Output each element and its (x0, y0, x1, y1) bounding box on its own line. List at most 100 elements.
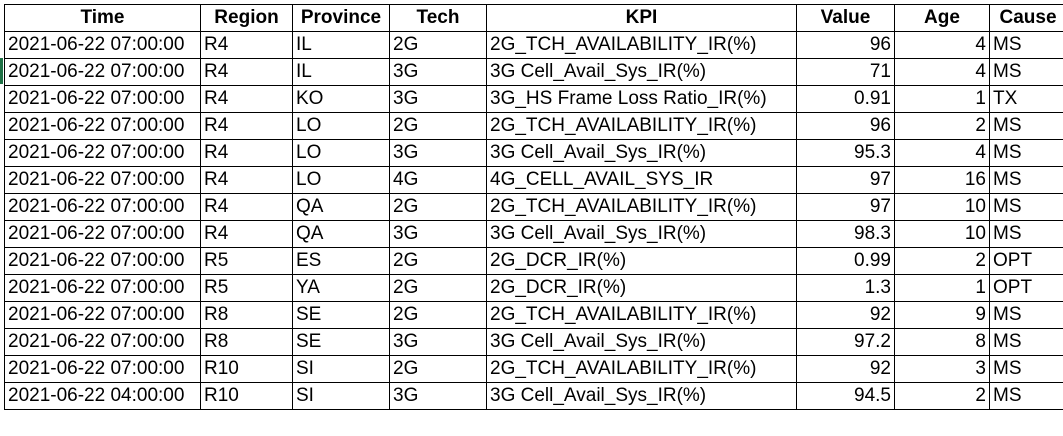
cell-province[interactable]: KO (292, 85, 390, 113)
cell-tech[interactable]: 3G (389, 220, 487, 248)
cell-kpi[interactable]: 3G Cell_Avail_Sys_IR(%) (486, 139, 797, 167)
cell-province[interactable]: SI (292, 355, 390, 383)
cell-age[interactable]: 9 (894, 301, 990, 329)
cell-cause[interactable]: MS (989, 166, 1063, 194)
header-cause[interactable]: Cause (989, 4, 1063, 32)
cell-kpi[interactable]: 2G_TCH_AVAILABILITY_IR(%) (486, 193, 797, 221)
cell-time[interactable]: 2021-06-22 07:00:00 (4, 166, 201, 194)
cell-time[interactable]: 2021-06-22 07:00:00 (4, 274, 201, 302)
cell-value[interactable]: 92 (796, 301, 895, 329)
cell-tech[interactable]: 2G (389, 301, 487, 329)
header-value[interactable]: Value (796, 4, 895, 32)
cell-province[interactable]: SE (292, 301, 390, 329)
header-province[interactable]: Province (292, 4, 390, 32)
cell-value[interactable]: 96 (796, 112, 895, 140)
cell-kpi[interactable]: 3G Cell_Avail_Sys_IR(%) (486, 220, 797, 248)
cell-region[interactable]: R8 (200, 301, 293, 329)
cell-province[interactable]: IL (292, 58, 390, 86)
cell-province[interactable]: IL (292, 31, 390, 59)
cell-cause[interactable]: MS (989, 220, 1063, 248)
cell-time[interactable]: 2021-06-22 07:00:00 (4, 139, 201, 167)
cell-province[interactable]: QA (292, 220, 390, 248)
cell-region[interactable]: R4 (200, 85, 293, 113)
cell-time[interactable]: 2021-06-22 07:00:00 (4, 85, 201, 113)
cell-province[interactable]: LO (292, 112, 390, 140)
cell-region[interactable]: R4 (200, 220, 293, 248)
cell-value[interactable]: 0.91 (796, 85, 895, 113)
cell-value[interactable]: 0.99 (796, 247, 895, 275)
cell-region[interactable]: R5 (200, 247, 293, 275)
cell-province[interactable]: ES (292, 247, 390, 275)
cell-age[interactable]: 4 (894, 31, 990, 59)
cell-cause[interactable]: MS (989, 112, 1063, 140)
cell-tech[interactable]: 3G (389, 139, 487, 167)
cell-value[interactable]: 92 (796, 355, 895, 383)
cell-age[interactable]: 8 (894, 328, 990, 356)
cell-tech[interactable]: 2G (389, 193, 487, 221)
cell-cause[interactable]: MS (989, 31, 1063, 59)
cell-time[interactable]: 2021-06-22 07:00:00 (4, 58, 201, 86)
cell-time[interactable]: 2021-06-22 07:00:00 (4, 112, 201, 140)
cell-age[interactable]: 10 (894, 193, 990, 221)
cell-kpi[interactable]: 3G_HS Frame Loss Ratio_IR(%) (486, 85, 797, 113)
cell-region[interactable]: R8 (200, 328, 293, 356)
cell-tech[interactable]: 2G (389, 355, 487, 383)
cell-age[interactable]: 2 (894, 112, 990, 140)
header-time[interactable]: Time (4, 4, 201, 32)
cell-province[interactable]: SI (292, 382, 390, 410)
header-age[interactable]: Age (894, 4, 990, 32)
cell-tech[interactable]: 2G (389, 112, 487, 140)
cell-cause[interactable]: MS (989, 301, 1063, 329)
cell-time[interactable]: 2021-06-22 07:00:00 (4, 328, 201, 356)
cell-cause[interactable]: MS (989, 193, 1063, 221)
cell-value[interactable]: 97.2 (796, 328, 895, 356)
cell-region[interactable]: R4 (200, 31, 293, 59)
cell-value[interactable]: 96 (796, 31, 895, 59)
cell-region[interactable]: R4 (200, 139, 293, 167)
cell-region[interactable]: R10 (200, 382, 293, 410)
cell-age[interactable]: 10 (894, 220, 990, 248)
cell-kpi[interactable]: 2G_DCR_IR(%) (486, 247, 797, 275)
cell-age[interactable]: 4 (894, 139, 990, 167)
cell-tech[interactable]: 3G (389, 382, 487, 410)
cell-tech[interactable]: 3G (389, 85, 487, 113)
cell-kpi[interactable]: 2G_TCH_AVAILABILITY_IR(%) (486, 112, 797, 140)
cell-kpi[interactable]: 3G Cell_Avail_Sys_IR(%) (486, 328, 797, 356)
header-kpi[interactable]: KPI (486, 4, 797, 32)
cell-region[interactable]: R5 (200, 274, 293, 302)
cell-time[interactable]: 2021-06-22 07:00:00 (4, 193, 201, 221)
cell-time[interactable]: 2021-06-22 07:00:00 (4, 220, 201, 248)
cell-age[interactable]: 4 (894, 58, 990, 86)
cell-value[interactable]: 97 (796, 166, 895, 194)
cell-age[interactable]: 3 (894, 355, 990, 383)
cell-cause[interactable]: TX (989, 85, 1063, 113)
cell-time[interactable]: 2021-06-22 07:00:00 (4, 31, 201, 59)
cell-region[interactable]: R4 (200, 166, 293, 194)
cell-time[interactable]: 2021-06-22 04:00:00 (4, 382, 201, 410)
cell-region[interactable]: R4 (200, 193, 293, 221)
cell-province[interactable]: YA (292, 274, 390, 302)
cell-kpi[interactable]: 3G Cell_Avail_Sys_IR(%) (486, 58, 797, 86)
cell-kpi[interactable]: 2G_TCH_AVAILABILITY_IR(%) (486, 355, 797, 383)
cell-region[interactable]: R10 (200, 355, 293, 383)
header-tech[interactable]: Tech (389, 4, 487, 32)
cell-value[interactable]: 1.3 (796, 274, 895, 302)
cell-time[interactable]: 2021-06-22 07:00:00 (4, 247, 201, 275)
cell-cause[interactable]: MS (989, 382, 1063, 410)
cell-value[interactable]: 98.3 (796, 220, 895, 248)
cell-tech[interactable]: 2G (389, 31, 487, 59)
cell-tech[interactable]: 3G (389, 328, 487, 356)
cell-tech[interactable]: 2G (389, 247, 487, 275)
cell-cause[interactable]: OPT (989, 247, 1063, 275)
cell-cause[interactable]: MS (989, 139, 1063, 167)
cell-region[interactable]: R4 (200, 58, 293, 86)
cell-cause[interactable]: MS (989, 328, 1063, 356)
cell-value[interactable]: 97 (796, 193, 895, 221)
cell-value[interactable]: 95.3 (796, 139, 895, 167)
cell-province[interactable]: SE (292, 328, 390, 356)
cell-province[interactable]: QA (292, 193, 390, 221)
cell-kpi[interactable]: 3G Cell_Avail_Sys_IR(%) (486, 382, 797, 410)
cell-region[interactable]: R4 (200, 112, 293, 140)
cell-time[interactable]: 2021-06-22 07:00:00 (4, 355, 201, 383)
header-region[interactable]: Region (200, 4, 293, 32)
